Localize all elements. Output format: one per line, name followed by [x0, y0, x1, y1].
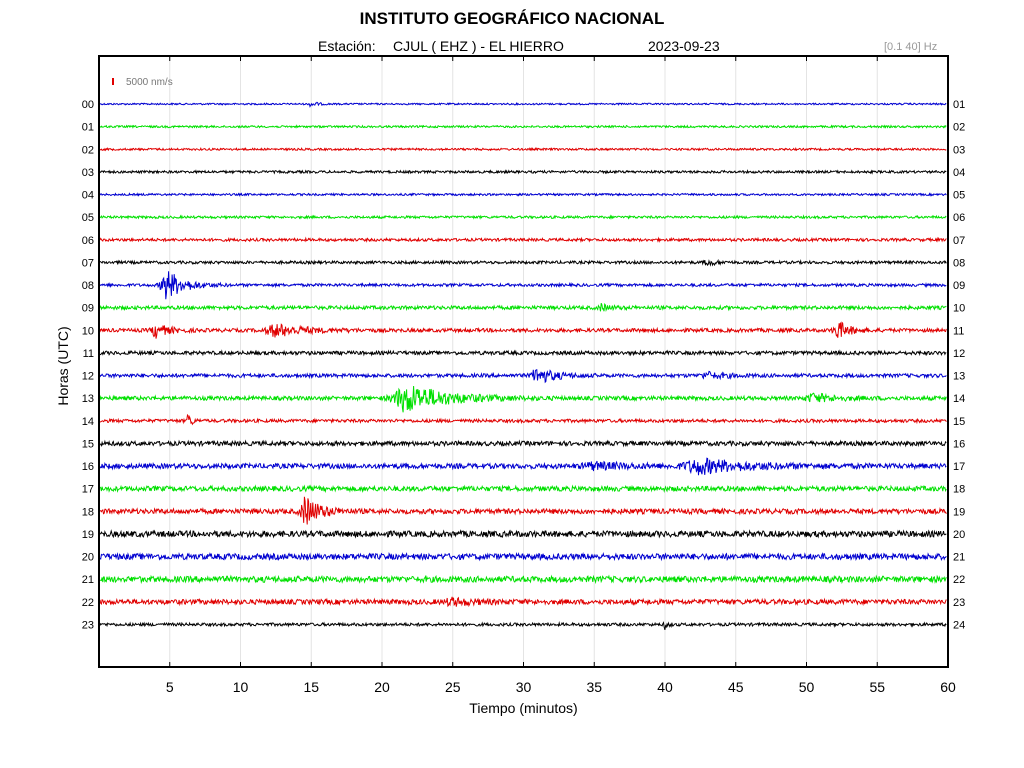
seismic-traces [99, 101, 947, 631]
x-tick-label: 50 [799, 679, 815, 695]
trace-hour-07 [99, 258, 947, 267]
hour-label-left: 16 [82, 461, 94, 473]
hour-label-left: 02 [82, 144, 94, 156]
trace-hour-14 [100, 413, 947, 426]
hour-label-left: 21 [82, 574, 94, 586]
hour-label-right: 16 [953, 438, 965, 450]
hour-label-right: 09 [953, 280, 965, 292]
hour-label-left: 12 [82, 371, 94, 383]
scale-bar [112, 78, 114, 85]
hour-label-right: 02 [953, 122, 965, 134]
gridlines [169, 56, 878, 667]
trace-hour-16 [99, 457, 947, 476]
hour-label-right: 08 [953, 257, 965, 269]
hour-label-right: 23 [953, 597, 965, 609]
trace-hour-11 [99, 349, 947, 357]
x-tick-label: 60 [940, 679, 956, 695]
hour-label-left: 05 [82, 212, 94, 224]
hour-label-right: 20 [953, 529, 965, 541]
hour-label-left: 20 [82, 552, 94, 564]
trace-hour-00 [99, 101, 947, 108]
trace-hour-15 [99, 439, 947, 448]
hour-label-left: 08 [82, 280, 94, 292]
trace-hour-20 [99, 551, 947, 562]
x-tick-label: 55 [869, 679, 885, 695]
hour-label-left: 13 [82, 393, 94, 405]
x-tick-label: 15 [303, 679, 319, 695]
hour-label-right: 05 [953, 190, 965, 202]
x-tick-label: 5 [166, 679, 174, 695]
hour-label-left: 03 [82, 167, 94, 179]
frequency-band: [0.1 40] Hz [884, 41, 938, 53]
hour-label-right: 21 [953, 552, 965, 564]
trace-hour-12 [99, 369, 947, 384]
hour-label-left: 18 [82, 506, 94, 518]
hour-label-left: 11 [83, 348, 94, 360]
x-axis-label: Tiempo (minutos) [469, 700, 578, 716]
x-tick-label: 30 [516, 679, 532, 695]
hour-label-right: 19 [953, 506, 965, 518]
hour-label-left: 09 [82, 303, 94, 315]
trace-hour-17 [99, 484, 947, 494]
trace-hour-13 [99, 385, 947, 413]
trace-hour-19 [99, 529, 947, 539]
hour-label-right: 18 [953, 484, 965, 496]
trace-hour-23 [99, 621, 947, 631]
hour-label-right: 22 [953, 574, 965, 586]
hour-label-right: 03 [953, 144, 965, 156]
hour-label-right: 12 [953, 348, 965, 360]
trace-hour-09 [99, 302, 947, 313]
hour-label-right: 07 [953, 235, 965, 247]
hour-label-right: 24 [953, 619, 965, 631]
axes: 5 10 15 20 25 30 35 40 45 50 55 60 00 01 01 02 02 03 03 04 0… [82, 56, 965, 695]
station-label: Estación: [318, 38, 376, 54]
hour-label-left: 19 [82, 529, 94, 541]
hour-label-right: 14 [953, 393, 965, 405]
x-tick-label: 40 [657, 679, 673, 695]
hour-label-right: 11 [953, 325, 964, 337]
hour-label-right: 15 [953, 416, 965, 428]
trace-hour-08 [99, 271, 947, 300]
scale-label: 5000 nm/s [126, 77, 173, 88]
trace-hour-02 [99, 146, 947, 152]
hour-label-left: 22 [82, 597, 94, 609]
trace-hour-22 [99, 596, 947, 608]
x-tick-label: 45 [728, 679, 744, 695]
hour-label-left: 01 [82, 122, 94, 134]
trace-hour-05 [99, 214, 947, 220]
x-tick-label: 20 [374, 679, 390, 695]
chart-title: INSTITUTO GEOGRÁFICO NACIONAL [359, 9, 665, 28]
trace-hour-18 [100, 496, 947, 525]
hour-label-left: 10 [82, 325, 94, 337]
record-date: 2023-09-23 [648, 38, 720, 54]
trace-hour-21 [100, 574, 947, 585]
hour-label-left: 06 [82, 235, 94, 247]
trace-hour-10 [99, 321, 947, 339]
hour-label-right: 01 [953, 99, 965, 111]
hour-label-left: 04 [82, 190, 94, 202]
hour-label-right: 06 [953, 212, 965, 224]
hour-label-left: 17 [82, 484, 94, 496]
hour-label-right: 04 [953, 167, 965, 179]
trace-hour-04 [99, 192, 947, 197]
hour-label-left: 07 [82, 257, 94, 269]
x-tick-label: 10 [233, 679, 249, 695]
hour-label-left: 00 [82, 99, 94, 111]
trace-hour-01 [99, 124, 947, 130]
station-name: CJUL ( EHZ ) - EL HIERRO [393, 38, 564, 54]
hour-label-right: 10 [953, 303, 965, 315]
hour-label-left: 23 [82, 619, 94, 631]
x-tick-label: 35 [586, 679, 602, 695]
hour-label-right: 13 [953, 371, 965, 383]
trace-hour-06 [99, 236, 947, 244]
hour-label-left: 14 [82, 416, 94, 428]
hour-label-right: 17 [953, 461, 965, 473]
x-tick-label: 25 [445, 679, 461, 695]
hour-label-left: 15 [82, 438, 94, 450]
trace-hour-03 [99, 169, 947, 175]
